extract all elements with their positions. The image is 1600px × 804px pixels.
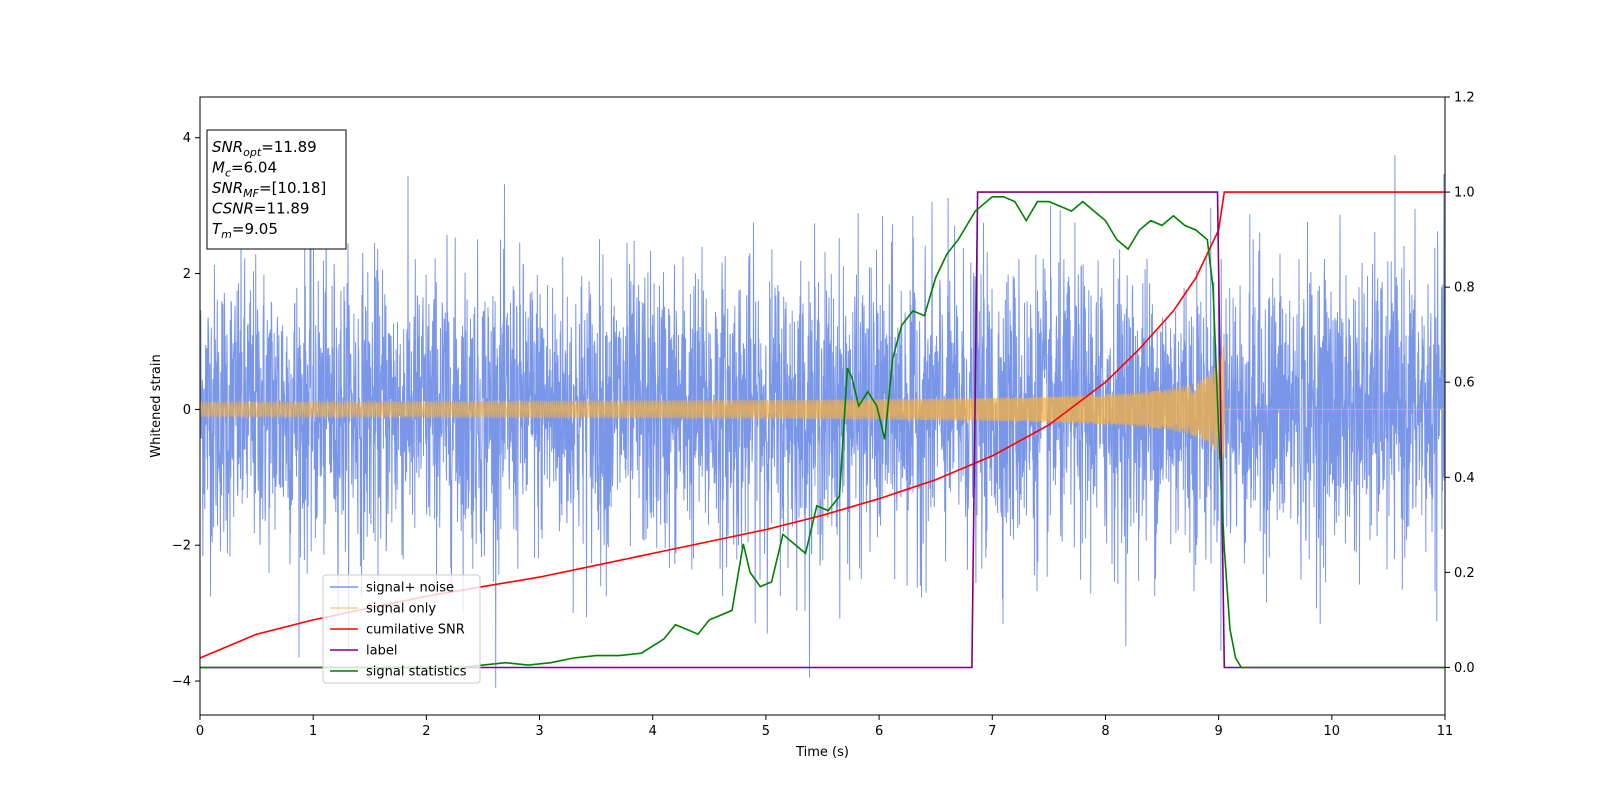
- x-tick-label: 1: [309, 724, 317, 739]
- x-axis: 0 1 2 3 4 5 6 7 8 9 10 11: [196, 715, 1453, 739]
- signal-only-line: [200, 340, 1445, 467]
- x-tick-label: 4: [649, 724, 657, 739]
- y-right-tick-label: 1.2: [1454, 91, 1475, 106]
- info-line: SNRMF=[10.18]: [212, 179, 326, 200]
- info-line: Tm=9.05: [212, 220, 278, 241]
- y-axis-left: −4 −2 0 2 4: [172, 131, 200, 690]
- info-line: Mc=6.04: [212, 159, 277, 180]
- y-left-tick-label: 0: [183, 403, 191, 418]
- y-right-tick-label: 0.2: [1454, 566, 1475, 581]
- legend-label: cumilative SNR: [366, 623, 465, 638]
- info-line: SNRopt=11.89: [212, 138, 317, 159]
- signal-only-series: [200, 340, 1445, 467]
- legend-label: signal statistics: [366, 665, 467, 680]
- legend-label: label: [366, 644, 397, 659]
- x-tick-label: 8: [1101, 724, 1109, 739]
- legend-frame: [322, 574, 481, 684]
- y-left-tick-label: 2: [183, 267, 191, 282]
- y-left-tick-label: −2: [172, 539, 191, 554]
- y-left-tick-label: 4: [183, 131, 191, 146]
- x-tick-label: 2: [422, 724, 430, 739]
- legend: signal+ noise signal only cumilative SNR la…: [322, 574, 481, 684]
- x-tick-label: 10: [1324, 724, 1341, 739]
- x-tick-label: 7: [988, 724, 996, 739]
- x-tick-label: 9: [1214, 724, 1222, 739]
- signal-statistics-line: [200, 196, 1445, 669]
- x-tick-label: 0: [196, 724, 204, 739]
- info-line: CSNR=11.89: [212, 200, 309, 218]
- info-box: SNRopt=11.89Mc=6.04SNRMF=[10.18]CSNR=11.…: [206, 129, 347, 250]
- x-axis-label: Time (s): [795, 745, 849, 760]
- legend-label: signal+ noise: [366, 581, 454, 596]
- y-left-tick-label: −4: [172, 675, 191, 690]
- plot-frame: [199, 96, 1446, 716]
- y-axis-right: 0.0 0.2 0.4 0.6 0.8 1.0 1.2: [1445, 91, 1475, 676]
- x-tick-label: 6: [875, 724, 883, 739]
- y-right-tick-label: 1.0: [1454, 186, 1475, 201]
- legend-label: signal only: [366, 602, 436, 617]
- y-right-tick-label: 0.4: [1454, 471, 1475, 486]
- x-tick-label: 11: [1437, 724, 1454, 739]
- y-axis-label: Whitened strain: [149, 354, 164, 457]
- x-tick-label: 3: [535, 724, 543, 739]
- info-box-frame: [206, 129, 347, 250]
- y-right-tick-label: 0.6: [1454, 376, 1475, 391]
- y-right-tick-label: 0.0: [1454, 661, 1475, 676]
- x-tick-label: 5: [762, 724, 770, 739]
- y-right-tick-label: 0.8: [1454, 281, 1475, 296]
